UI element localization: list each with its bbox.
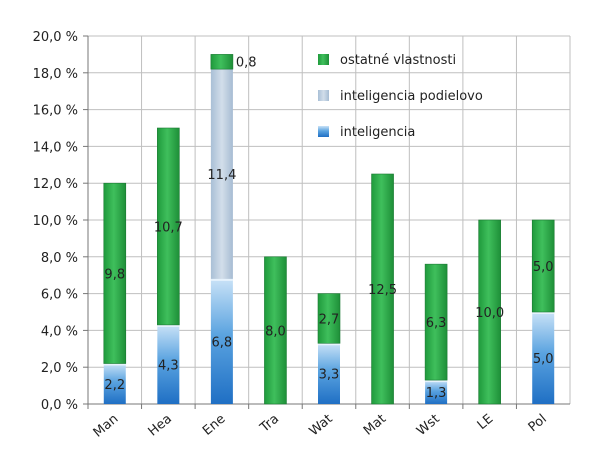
data-label: 9,8 (104, 267, 125, 282)
bar-Hea-ostatné-vlastnosti (157, 127, 180, 326)
y-tick-label: 2,0 % (41, 361, 78, 376)
x-tick-label: Tra (257, 412, 282, 437)
y-tick-label: 0,0 % (41, 398, 78, 413)
y-tick-label: 12,0 % (33, 177, 78, 192)
data-label: 6,8 (212, 335, 233, 350)
data-label: 5,0 (533, 260, 554, 275)
bar-Ene-ostatné-vlastnosti (210, 54, 234, 70)
x-tick-label: Mat (361, 412, 389, 439)
y-tick-label: 4,0 % (41, 324, 78, 339)
bar-Pol-ostatné-vlastnosti (531, 219, 555, 313)
bar-Man-ostatné-vlastnosti (103, 182, 127, 364)
legend-swatch (318, 54, 329, 65)
data-label: 10,7 (154, 220, 183, 235)
data-label: 0,8 (236, 55, 257, 70)
legend-label: inteligencia podielovo (340, 89, 483, 104)
legend: ostatné vlastnosti inteligencia podielovo… (318, 53, 483, 140)
bar-Wat-ostatné-vlastnosti (317, 293, 341, 344)
bar-Man-inteligencia (103, 363, 126, 404)
x-tick-label: Wst (414, 412, 443, 439)
y-tick-label: 16,0 % (33, 104, 78, 119)
y-tick-label: 18,0 % (33, 67, 78, 82)
bar-Hea-inteligencia (157, 324, 180, 404)
legend-label: inteligencia (340, 125, 415, 140)
data-label: 11,4 (207, 168, 236, 183)
y-tick-label: 8,0 % (41, 251, 78, 266)
data-label: 8,0 (265, 324, 286, 339)
bar-Wat-inteligencia (318, 343, 340, 404)
x-tick-label: Hea (146, 412, 175, 440)
y-tick-label: 14,0 % (33, 140, 78, 155)
bar-Wst-inteligencia (425, 380, 448, 404)
data-label: 2,7 (319, 312, 340, 327)
bar-Ene-inteligencia (210, 278, 233, 404)
data-label: 10,0 (475, 306, 504, 321)
data-label: 6,3 (426, 316, 447, 331)
bar-Wst-ostatné-vlastnosti (424, 263, 448, 381)
legend-swatch (318, 126, 329, 137)
bar-Mat-ostatné-vlastnosti (371, 173, 394, 405)
bar-Tra-ostatné-vlastnosti (264, 256, 287, 405)
legend-label: ostatné vlastnosti (340, 53, 456, 68)
data-label: 12,5 (368, 283, 397, 298)
data-labels: 2,2 9,8 4,3 10,7 6,8 11,4 0,8 8,0 3,3 2,7 12,5 1,3 6… (104, 55, 553, 401)
bar-LE-ostatné-vlastnosti (478, 219, 501, 405)
bars (103, 54, 555, 405)
x-tick-label: Ene (200, 412, 228, 439)
data-label: 1,3 (426, 386, 447, 401)
x-tick-label: LE (475, 412, 496, 433)
data-label: 5,0 (533, 352, 554, 367)
x-tick-label: Man (91, 412, 122, 441)
y-tick-label: 20,0 % (33, 30, 78, 45)
data-label: 2,2 (104, 378, 125, 393)
bar-Pol-inteligencia (532, 312, 555, 404)
legend-swatch (318, 90, 329, 101)
y-tick-label: 10,0 % (33, 214, 78, 229)
x-tick-label: Pol (526, 412, 550, 436)
data-label: 3,3 (319, 368, 340, 383)
x-tick-label: Wat (307, 412, 336, 440)
bar-Ene-inteligencia-podielovo (210, 69, 233, 279)
data-label: 4,3 (158, 358, 179, 373)
y-tick-label: 6,0 % (41, 288, 78, 303)
